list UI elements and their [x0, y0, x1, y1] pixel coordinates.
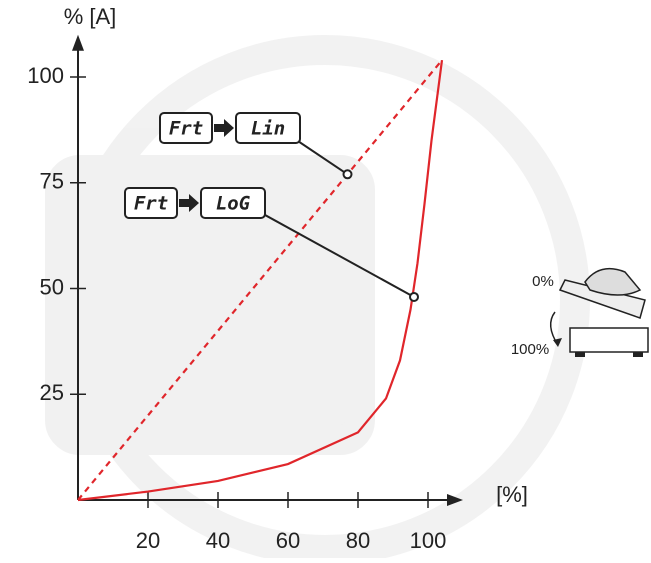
display-box [124, 187, 178, 219]
display-box [159, 112, 213, 144]
watermark [45, 35, 590, 563]
y-tick-label: 100 [27, 63, 64, 88]
arrow [179, 194, 199, 212]
pedal-top-label: 0% [532, 273, 554, 290]
y-tick-label: 50 [40, 274, 64, 299]
x-axis-arrow [447, 494, 463, 506]
display-box [200, 187, 266, 219]
annotation-point [409, 291, 419, 302]
x-tick-label: 100 [410, 528, 447, 553]
display-text: Frt [169, 118, 203, 140]
x-tick-label: 40 [206, 528, 230, 553]
display-text: Lin [251, 118, 285, 140]
data-line [77, 59, 444, 502]
x-tick-label: 20 [136, 528, 160, 553]
annotation: Frt Lin [159, 112, 353, 180]
x-tick-label: 60 [276, 528, 300, 553]
data-line [77, 59, 443, 501]
pedal-icon: 0% 100% [511, 267, 649, 358]
y-axis-arrow [72, 34, 84, 51]
annotation: Frt LoG [124, 187, 419, 302]
x-tick-label: 80 [346, 528, 370, 553]
pedal-bottom-label: 100% [511, 341, 549, 358]
display-text: LoG [216, 193, 251, 215]
y-tick-label: 25 [40, 380, 64, 405]
display-box [235, 112, 301, 144]
display-text: Frt [134, 193, 168, 215]
annotation-point [342, 169, 353, 180]
y-axis-label: % [A] [64, 4, 117, 29]
y-tick-label: 75 [40, 169, 64, 194]
x-axis-label: [%] [496, 482, 528, 507]
arrow [214, 119, 234, 137]
annotation-leader [244, 203, 415, 298]
